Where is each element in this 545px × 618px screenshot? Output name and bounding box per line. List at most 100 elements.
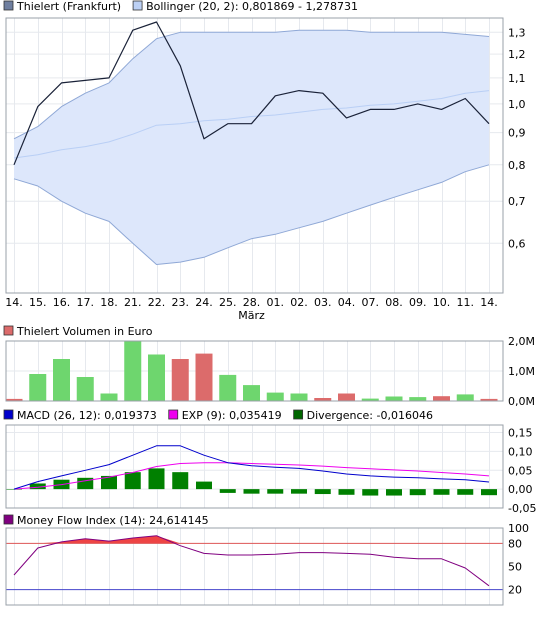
macd-legend-swatch-0	[3, 409, 14, 420]
macd-line	[13, 445, 490, 490]
macd-y-tick-1: 0,10	[508, 445, 533, 458]
macd-legend-label-0: MACD (26, 12): 0,019373	[17, 409, 157, 422]
divergence-bar-6	[148, 468, 165, 490]
macd-legend-label-1: EXP (9): 0,035419	[182, 409, 282, 422]
macd-y-tick-4: -0,05	[508, 502, 536, 515]
volume-bar-3	[76, 377, 94, 401]
volume-bar-13	[314, 398, 332, 401]
volume-bar-14	[338, 393, 355, 401]
price-y-tick-0: 1,3	[508, 26, 526, 39]
mfi-overbought-fill	[14, 535, 489, 544]
x-tick-label-0: 14.	[5, 296, 23, 309]
x-tick-label-16: 08.	[385, 296, 403, 309]
exp-line	[13, 462, 490, 490]
x-tick-label-7: 23.	[172, 296, 190, 309]
price-y-tick-5: 0,8	[508, 159, 526, 172]
divergence-bar-8	[196, 481, 212, 490]
price-y-tick-1: 1,2	[508, 48, 526, 61]
macd-legend-swatch-1	[168, 409, 179, 420]
divergence-bar-15	[362, 489, 379, 496]
price-y-tick-2: 1,1	[508, 72, 526, 85]
volume-bar-16	[385, 396, 403, 401]
x-tick-label-13: 03.	[314, 296, 332, 309]
volume-bar-6	[148, 354, 165, 401]
volume-bar-11	[266, 392, 284, 401]
volume-bar-12	[290, 393, 308, 401]
macd-panel-frame	[5, 424, 504, 509]
volume-bar-19	[456, 394, 474, 401]
mfi-y-tick-2: 50	[508, 561, 522, 574]
volume-bar-0	[5, 398, 23, 401]
price-y-tick-6: 0,7	[508, 195, 526, 208]
mfi-y-tick-0: 100	[508, 522, 529, 535]
divergence-bar-12	[291, 489, 307, 494]
macd-legend-swatch-2	[293, 409, 304, 420]
price-y-tick-4: 0,9	[508, 127, 526, 140]
x-tick-label-9: 25.	[219, 296, 237, 309]
volume-bar-4	[100, 393, 118, 401]
divergence-bar-1	[29, 483, 46, 490]
divergence-bar-20	[481, 489, 497, 496]
x-tick-label-8: 24.	[195, 296, 213, 309]
x-tick-label-17: 09.	[409, 296, 427, 309]
divergence-bar-7	[172, 472, 189, 490]
x-tick-label-10: 28.	[243, 296, 261, 309]
mfi-panel-frame	[5, 527, 504, 606]
volume-legend-label-0: Thielert Volumen in Euro	[16, 325, 153, 338]
volume-bar-17	[409, 397, 427, 401]
price-y-tick-3: 1,0	[508, 98, 526, 111]
volume-y-tick-1: 1,0M	[508, 365, 535, 378]
x-tick-label-2: 16.	[53, 296, 71, 309]
divergence-bar-5	[124, 472, 141, 490]
divergence-bar-0	[6, 489, 22, 490]
x-tick-label-3: 17.	[77, 296, 95, 309]
price-line	[13, 21, 490, 166]
macd-y-tick-0: 0,15	[508, 427, 533, 440]
x-tick-label-19: 11.	[457, 296, 475, 309]
mfi-legend-label-0: Money Flow Index (14): 24,614145	[17, 514, 209, 527]
volume-legend-swatch-0	[3, 325, 14, 336]
x-tick-label-15: 07.	[362, 296, 380, 309]
divergence-bar-17	[409, 489, 426, 496]
volume-bar-5	[124, 341, 142, 401]
macd-legend-label-2: Divergence: -0,016046	[307, 409, 433, 422]
divergence-bar-9	[219, 489, 236, 493]
volume-bar-1	[29, 374, 47, 401]
price-legend-label-0: Thielert (Frankfurt)	[16, 0, 121, 13]
x-month-label: März	[238, 309, 265, 322]
price-legend-swatch-1	[132, 0, 143, 11]
volume-bar-10	[243, 385, 260, 401]
bollinger-lower-line	[13, 164, 490, 265]
x-tick-label-6: 22.	[148, 296, 166, 309]
volume-y-tick-0: 2,0M	[508, 335, 535, 348]
price-y-tick-7: 0,6	[508, 237, 526, 250]
volume-panel-frame	[5, 340, 504, 402]
x-tick-label-5: 21.	[124, 296, 142, 309]
volume-y-tick-2: 0,0M	[508, 395, 535, 408]
price-panel-frame	[5, 17, 504, 294]
price-legend-swatch-0	[3, 0, 14, 11]
divergence-bar-10	[243, 489, 260, 494]
x-tick-label-18: 10.	[433, 296, 451, 309]
mfi-line	[13, 535, 490, 587]
volume-bar-9	[219, 374, 237, 401]
divergence-bar-3	[77, 477, 94, 490]
divergence-bar-4	[101, 475, 117, 490]
volume-bar-18	[433, 396, 450, 401]
bollinger-upper-line	[13, 29, 490, 140]
volume-bar-8	[195, 353, 213, 401]
volume-bar-15	[361, 398, 379, 401]
macd-y-tick-2: 0,05	[508, 464, 533, 477]
mfi-y-tick-3: 20	[508, 584, 522, 597]
price-legend-label-1: Bollinger (20, 2): 0,801869 - 1,278731	[146, 0, 358, 13]
x-tick-label-20: 14.	[480, 296, 498, 309]
volume-bar-20	[480, 398, 498, 401]
divergence-bar-13	[314, 489, 331, 495]
x-tick-label-1: 15.	[29, 296, 47, 309]
x-tick-label-4: 18.	[100, 296, 118, 309]
divergence-bar-11	[267, 489, 284, 494]
mfi-legend-swatch-0	[3, 514, 14, 525]
macd-y-tick-3: 0,00	[508, 483, 533, 496]
bollinger-middle-line	[13, 90, 490, 159]
